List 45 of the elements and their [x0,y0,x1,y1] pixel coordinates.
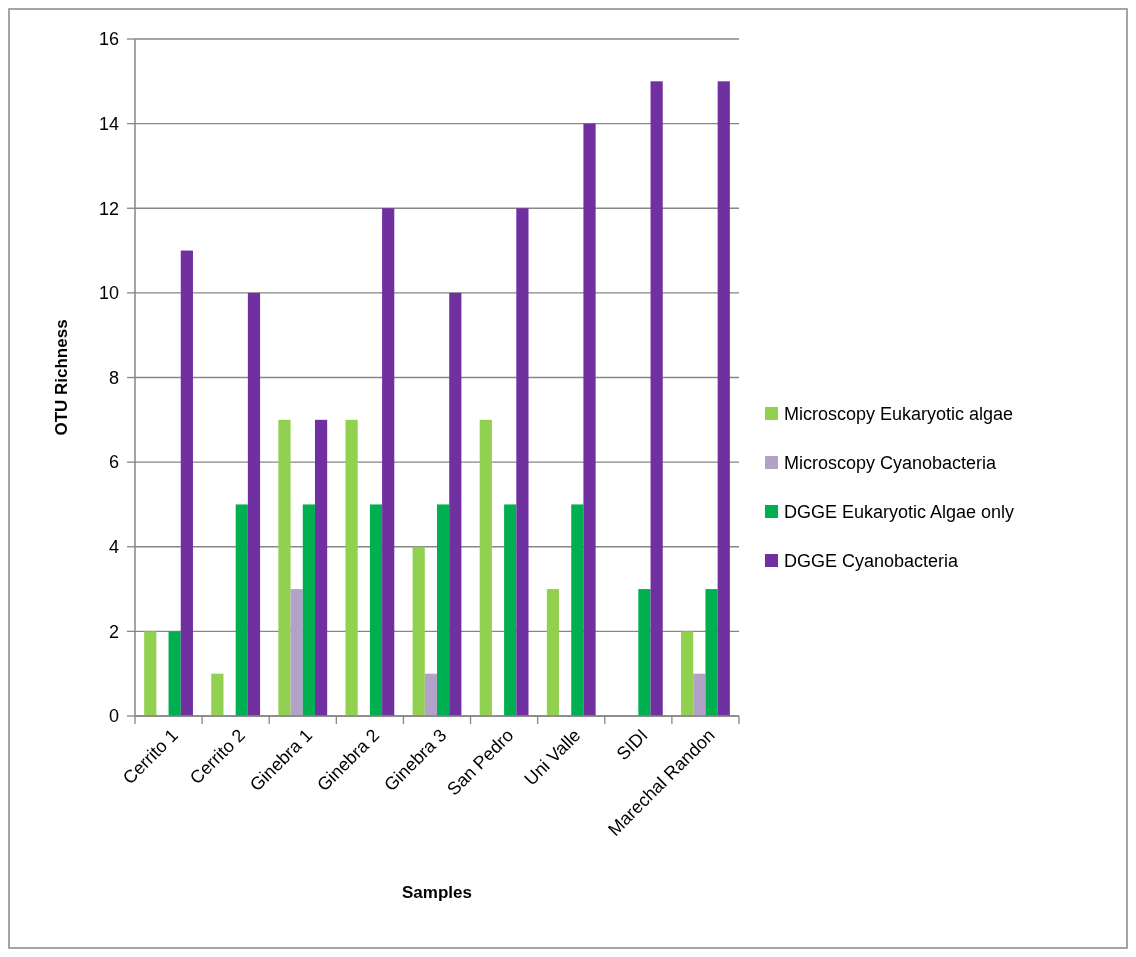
bar [144,631,157,716]
bar [717,81,730,716]
bar [479,419,492,716]
bar [180,250,193,716]
y-tick-label: 12 [98,198,119,219]
bar [168,631,181,716]
y-axis-title: OTU Richness [52,319,71,436]
bar [278,419,291,716]
bar [693,673,706,716]
bar [211,673,224,716]
bar [382,208,395,716]
bar [290,589,303,716]
bar [449,292,462,716]
legend-label: DGGE Eukaryotic Algae only [784,502,1015,523]
y-tick-label: 16 [98,29,119,50]
bar [638,589,651,716]
x-tick-label: Uni Valle [520,725,585,790]
y-tick-label: 2 [108,621,119,642]
bar [437,504,450,716]
y-tick-label: 10 [98,283,119,304]
legend-label: Microscopy Eukaryotic algae [784,404,1014,425]
y-tick-label: 14 [98,113,119,134]
legend-label: Microscopy Cyanobacteria [784,453,998,474]
bar [369,504,383,716]
bar [247,292,261,716]
bar [650,81,663,716]
bar [516,208,529,716]
bar [571,504,584,716]
bar [504,504,517,716]
bar [681,631,694,716]
bar [583,123,596,716]
bar [345,419,358,716]
bar [302,504,315,716]
bar [235,504,248,716]
bar [412,546,425,716]
x-axis-title: Samples [402,883,472,902]
bar [705,589,718,716]
bar [546,589,560,716]
bar [314,419,328,716]
y-tick-label: 8 [108,367,119,388]
y-tick-label: 0 [108,706,119,727]
legend-label: DGGE Cyanobacteria [784,551,960,572]
y-tick-label: 6 [108,452,119,473]
bar [424,673,437,716]
y-tick-label: 4 [108,537,119,558]
